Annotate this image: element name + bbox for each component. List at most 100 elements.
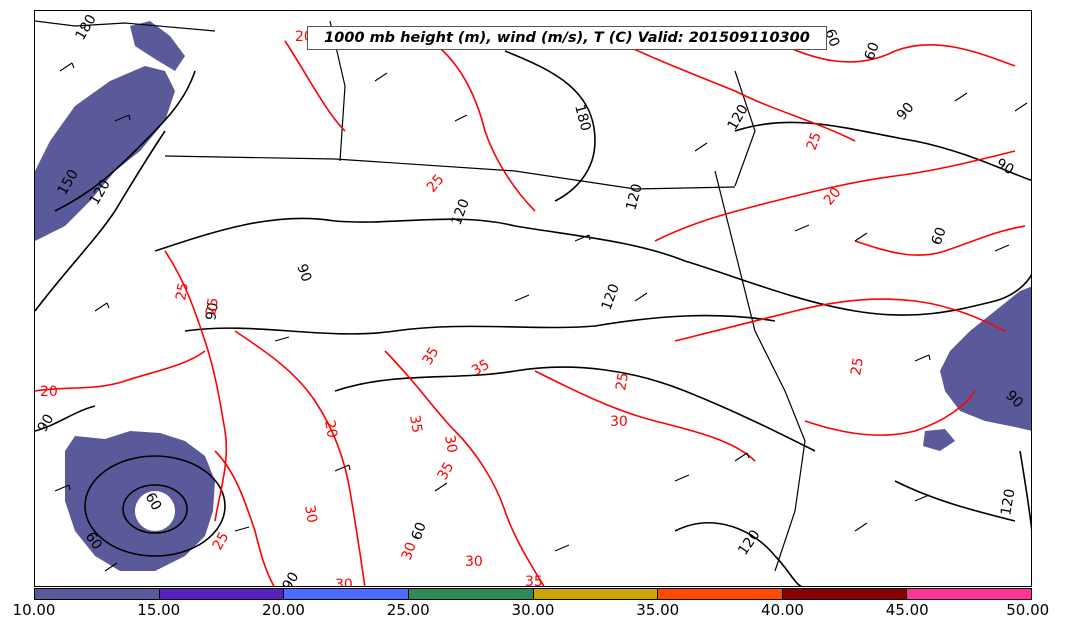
height-contours bbox=[35, 50, 1031, 586]
height-contour-2 bbox=[35, 130, 166, 312]
wind-barb bbox=[54, 484, 71, 492]
height-contour-6 bbox=[334, 366, 816, 452]
temp-label: 35 bbox=[420, 345, 443, 368]
wind-barbs bbox=[54, 62, 1028, 572]
temp-contour-4 bbox=[384, 350, 545, 586]
height-contour-low-inner bbox=[122, 484, 188, 534]
height-contour-3 bbox=[35, 405, 96, 432]
height-contour-10 bbox=[894, 480, 1016, 522]
colorbar-segment bbox=[658, 589, 783, 599]
wind-barb bbox=[914, 494, 930, 502]
colorbar-tick-label: 40.00 bbox=[761, 601, 804, 619]
height-label: 120 bbox=[725, 102, 752, 133]
temp-contour-8 bbox=[674, 298, 1006, 342]
colorbar-tick-label: 45.00 bbox=[885, 601, 929, 619]
height-label: 120 bbox=[623, 182, 645, 212]
height-label: 180 bbox=[571, 103, 593, 133]
map-panel: 180 150 120 90 60 60 90 120 120 90 90 60… bbox=[34, 10, 1032, 587]
wind-barb bbox=[694, 142, 708, 152]
colorbar bbox=[34, 588, 1032, 600]
height-label: 90 bbox=[35, 412, 57, 435]
temp-contour-5 bbox=[534, 370, 756, 462]
wind-barb bbox=[734, 452, 750, 462]
colorbar-segment bbox=[35, 589, 160, 599]
height-label: 60 bbox=[142, 490, 165, 513]
wind-barb bbox=[434, 482, 448, 492]
wind-shade-southeast-2 bbox=[923, 429, 955, 451]
height-label: 90 bbox=[993, 156, 1016, 179]
temp-contour-12 bbox=[214, 450, 275, 586]
wind-barb bbox=[674, 474, 690, 482]
temp-contour-1 bbox=[35, 350, 206, 392]
boundary-east-2 bbox=[734, 70, 756, 187]
boundary-north-3 bbox=[35, 20, 216, 32]
wind-barb bbox=[234, 526, 250, 532]
height-label: 60 bbox=[862, 40, 883, 62]
height-contour-1 bbox=[54, 70, 196, 212]
temp-contour-3 bbox=[234, 330, 366, 586]
height-label: 90 bbox=[203, 301, 222, 321]
colorbar-segment bbox=[408, 589, 534, 599]
wind-barb bbox=[94, 302, 110, 312]
height-contour-4 bbox=[154, 217, 1031, 316]
temp-label: 35 bbox=[525, 574, 543, 587]
height-contour-7 bbox=[504, 50, 596, 202]
boundary-lines bbox=[35, 20, 806, 572]
height-label: 90 bbox=[293, 262, 314, 284]
wind-barb bbox=[374, 72, 388, 82]
colorbar-tick-label: 15.00 bbox=[137, 601, 181, 619]
temp-contour-11 bbox=[414, 30, 536, 212]
colorbar-tick-label: 30.00 bbox=[511, 601, 555, 619]
colorbar-segment bbox=[907, 589, 1031, 599]
boundary-north-1 bbox=[164, 155, 736, 190]
temp-label: 25 bbox=[848, 356, 867, 376]
temp-contour-14 bbox=[774, 40, 1016, 67]
temp-label: 25 bbox=[210, 530, 233, 553]
temp-contour-10 bbox=[854, 225, 1026, 256]
temp-label: 25 bbox=[203, 296, 222, 316]
wind-barb bbox=[854, 522, 868, 532]
temp-label: 25 bbox=[424, 172, 448, 196]
wind-barb bbox=[914, 354, 931, 362]
temp-label: 30 bbox=[465, 554, 483, 570]
colorbar-tick-label: 35.00 bbox=[636, 601, 680, 619]
height-contour-low-outer bbox=[84, 455, 226, 557]
wind-barb bbox=[274, 336, 290, 342]
height-label: 120 bbox=[599, 282, 623, 313]
height-label: 90 bbox=[280, 570, 303, 587]
temp-label: 30 bbox=[610, 414, 628, 430]
wind-barb bbox=[1014, 102, 1028, 112]
colorbar-tick-label: 50.00 bbox=[1006, 601, 1050, 619]
height-label: 120 bbox=[998, 488, 1018, 517]
wind-barb bbox=[634, 292, 648, 302]
wind-barb bbox=[574, 234, 591, 242]
colorbar-segment bbox=[782, 589, 908, 599]
height-label: 60 bbox=[929, 225, 950, 247]
temp-label: 25 bbox=[804, 130, 825, 152]
map-plot: 180 150 120 90 60 60 90 120 120 90 90 60… bbox=[35, 12, 1031, 587]
wind-shade-northwest bbox=[35, 66, 175, 241]
wind-barb bbox=[104, 562, 118, 572]
wind-barb bbox=[514, 294, 530, 302]
colorbar-segment bbox=[284, 589, 409, 599]
wind-barb bbox=[554, 544, 570, 552]
wind-barb bbox=[954, 92, 968, 102]
temp-label: 35 bbox=[406, 414, 425, 434]
wind-barb bbox=[114, 114, 131, 122]
boundary-east-1 bbox=[714, 170, 806, 572]
height-contour-5 bbox=[184, 314, 776, 335]
colorbar-tick-label: 10.00 bbox=[12, 601, 56, 619]
temp-contour-9 bbox=[804, 390, 976, 436]
temp-label: 20 bbox=[40, 384, 58, 400]
temp-label: 20 bbox=[321, 419, 340, 439]
wind-barb bbox=[794, 224, 810, 232]
colorbar-segment bbox=[533, 589, 659, 599]
height-label: 60 bbox=[409, 520, 430, 542]
temp-contour-13 bbox=[284, 40, 346, 132]
height-label: 120 bbox=[449, 197, 473, 228]
wind-barb bbox=[994, 244, 1010, 252]
temp-contour-2 bbox=[164, 250, 228, 522]
wind-shade-hole bbox=[135, 491, 175, 531]
temp-contour-7 bbox=[654, 150, 1016, 242]
temp-label: 25 bbox=[173, 281, 192, 301]
